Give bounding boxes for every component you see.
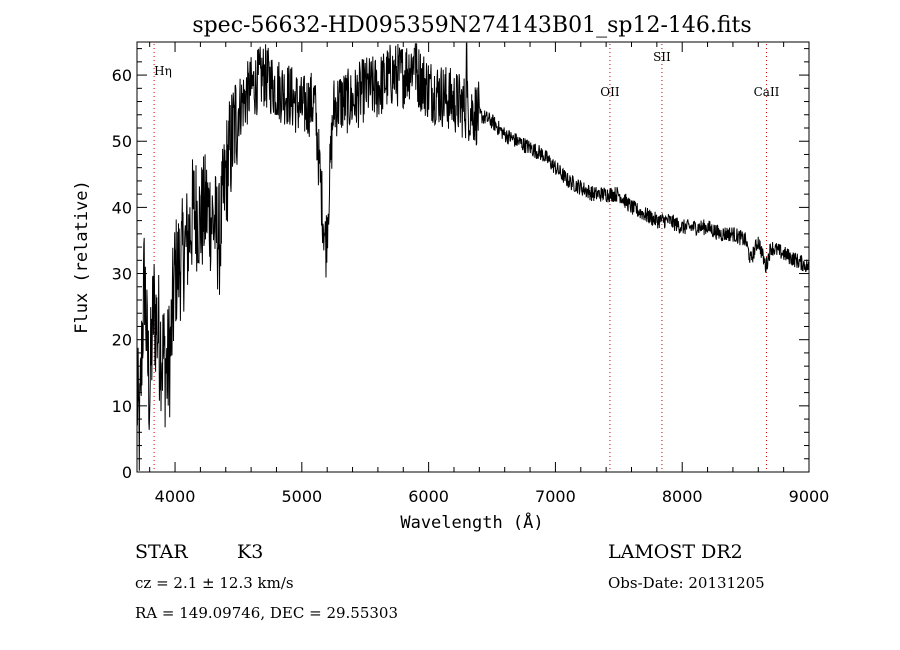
x-tick-label: 5000	[281, 487, 322, 506]
y-tick-label: 0	[122, 463, 132, 482]
y-tick-label: 20	[112, 331, 132, 350]
coordinates-info: RA = 149.09746, DEC = 29.55303	[135, 604, 399, 622]
observation-date: Obs-Date: 20131205	[608, 574, 765, 592]
line-marker-label: Hη	[154, 64, 172, 78]
redshift-info: cz = 2.1 ± 12.3 km/s	[135, 574, 294, 592]
y-tick-label: 30	[112, 265, 132, 284]
line-marker-label: CaII	[754, 85, 780, 99]
y-axis: 0 10 20 30 40 50 60	[112, 48, 809, 482]
y-tick-label: 40	[112, 198, 132, 217]
x-axis: 4000 5000 6000 7000 8000 9000	[149, 42, 830, 506]
x-tick-label: 8000	[662, 487, 703, 506]
x-axis-label: Wavelength (Å)	[400, 511, 543, 533]
y-tick-label: 60	[112, 66, 132, 85]
y-axis-label: Flux (relative)	[72, 180, 92, 334]
x-tick-label: 7000	[535, 487, 576, 506]
line-marker-label: OII	[600, 85, 620, 99]
plot-frame	[136, 41, 810, 473]
object-subclass: K3	[237, 541, 264, 563]
x-tick-label: 9000	[789, 487, 830, 506]
x-tick-label: 4000	[155, 487, 196, 506]
y-tick-label: 50	[112, 132, 132, 151]
chart-title: spec-56632-HD095359N274143B01_sp12-146.f…	[192, 13, 751, 38]
line-markers: Hη OII SII CaII	[153, 44, 780, 472]
y-tick-label: 10	[112, 397, 132, 416]
x-tick-label: 6000	[408, 487, 449, 506]
spectrum-line	[136, 42, 810, 471]
survey-name: LAMOST DR2	[608, 541, 743, 563]
object-class: STAR	[135, 541, 188, 563]
line-marker-label: SII	[653, 50, 671, 64]
